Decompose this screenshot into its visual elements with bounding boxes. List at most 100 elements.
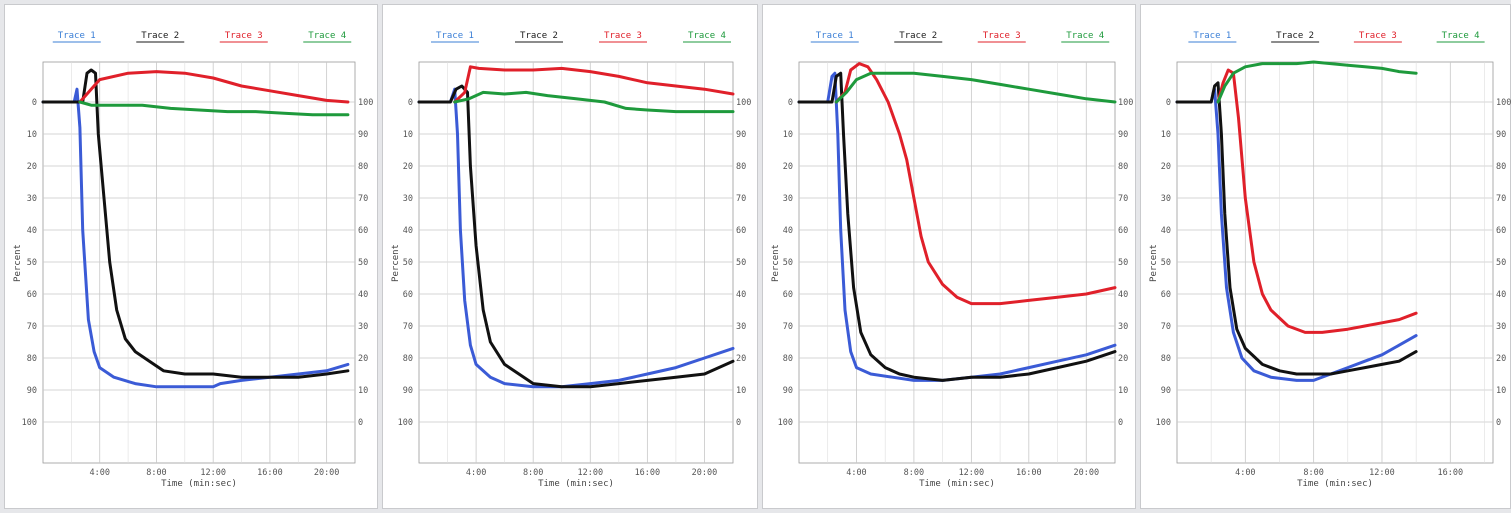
x-tick-label: 20:00 (314, 468, 340, 478)
y-tick-right: 50 (736, 258, 746, 268)
legend-label: Trace 1 (816, 31, 854, 41)
y-tick-left: 50 (403, 258, 413, 268)
y-tick-right: 100 (358, 98, 373, 108)
y-tick-right: 30 (1496, 322, 1506, 332)
y-tick-left: 0 (32, 98, 37, 108)
y-tick-right: 100 (1496, 98, 1511, 108)
y-tick-left: 90 (1161, 386, 1171, 396)
series-line-1 (417, 87, 735, 389)
x-tick-label: 16:00 (1438, 468, 1464, 478)
y-tick-left: 40 (27, 226, 37, 236)
legend-label: Trace 2 (899, 31, 937, 41)
legend-label: Trace 2 (520, 31, 558, 41)
y-axis-title: Percent (13, 244, 23, 282)
y-tick-left: 60 (1161, 290, 1171, 300)
chart-panel-4: Trace 1 Trace 2 Trace 3 Trace 4 0 100 10 90 20 80… (1140, 4, 1511, 509)
y-tick-right: 40 (358, 290, 368, 300)
x-tick-label: 4:00 (846, 468, 866, 478)
x-tick-label: 4:00 (1235, 468, 1255, 478)
y-tick-left: 50 (27, 258, 37, 268)
y-tick-left: 60 (27, 290, 37, 300)
y-tick-right: 30 (1118, 322, 1128, 332)
x-tick-label: 4:00 (89, 468, 109, 478)
series-line-4 (834, 71, 1117, 104)
chart-panel-2: Trace 1 Trace 2 Trace 3 Trace 4 0 100 10 90 20 80… (382, 4, 758, 509)
plot-frame (1176, 61, 1494, 464)
series-line-2 (41, 68, 350, 379)
y-tick-right: 40 (1496, 290, 1506, 300)
y-tick-right: 60 (1496, 226, 1506, 236)
x-tick-label: 8:00 (904, 468, 924, 478)
y-tick-right: 20 (358, 354, 368, 364)
y-tick-right: 40 (1118, 290, 1128, 300)
y-tick-left: 70 (783, 322, 793, 332)
y-tick-right: 50 (358, 258, 368, 268)
y-tick-right: 20 (1118, 354, 1128, 364)
y-tick-left: 50 (1161, 258, 1171, 268)
y-tick-left: 0 (788, 98, 793, 108)
y-tick-right: 0 (736, 418, 741, 428)
y-tick-right: 90 (358, 130, 368, 140)
series-line-1 (1175, 87, 1418, 382)
x-tick-label: 20:00 (692, 468, 718, 478)
y-tick-right: 0 (1496, 418, 1501, 428)
y-tick-left: 30 (403, 194, 413, 204)
series-line-2 (797, 71, 1117, 382)
plot-frame (798, 61, 1116, 464)
x-axis-title: Time (min:sec) (919, 479, 995, 489)
x-tick-label: 12:00 (577, 468, 603, 478)
y-axis-title: Percent (391, 244, 401, 282)
legend-label: Trace 1 (1193, 31, 1231, 41)
y-tick-left: 0 (408, 98, 413, 108)
y-tick-left: 60 (783, 290, 793, 300)
y-tick-right: 100 (1118, 98, 1133, 108)
x-tick-label: 8:00 (146, 468, 166, 478)
y-tick-right: 70 (358, 194, 368, 204)
series-line-4 (1216, 60, 1418, 104)
y-tick-left: 30 (1161, 194, 1171, 204)
legend-label: Trace 4 (688, 31, 726, 41)
y-tick-left: 20 (783, 162, 793, 172)
legend-label: Trace 4 (308, 31, 346, 41)
y-tick-left: 90 (783, 386, 793, 396)
y-tick-left: 80 (1161, 354, 1171, 364)
x-tick-label: 16:00 (635, 468, 661, 478)
legend-label: Trace 3 (604, 31, 642, 41)
y-tick-left: 10 (27, 130, 37, 140)
x-tick-label: 8:00 (1303, 468, 1323, 478)
y-tick-right: 60 (358, 226, 368, 236)
y-tick-right: 80 (1118, 162, 1128, 172)
y-tick-left: 80 (783, 354, 793, 364)
y-tick-left: 20 (27, 162, 37, 172)
x-tick-label: 4:00 (466, 468, 486, 478)
y-tick-left: 90 (27, 386, 37, 396)
x-tick-label: 8:00 (523, 468, 543, 478)
y-tick-right: 80 (358, 162, 368, 172)
y-tick-left: 80 (403, 354, 413, 364)
y-tick-right: 30 (736, 322, 746, 332)
y-tick-right: 60 (736, 226, 746, 236)
y-tick-right: 70 (736, 194, 746, 204)
series-line-4 (453, 90, 735, 114)
series-line-4 (78, 100, 350, 117)
y-tick-left: 50 (783, 258, 793, 268)
y-tick-left: 10 (403, 130, 413, 140)
x-tick-label: 16:00 (1016, 468, 1042, 478)
y-tick-left: 80 (27, 354, 37, 364)
y-tick-left: 0 (1166, 98, 1171, 108)
series-line-1 (797, 71, 1117, 382)
y-tick-right: 50 (1496, 258, 1506, 268)
y-tick-left: 40 (403, 226, 413, 236)
y-tick-left: 70 (1161, 322, 1171, 332)
y-tick-right: 30 (358, 322, 368, 332)
y-tick-right: 0 (1118, 418, 1123, 428)
plot-frame (42, 61, 356, 464)
legend-label: Trace 3 (1359, 31, 1397, 41)
y-tick-left: 100 (398, 418, 413, 428)
series-line-2 (1175, 81, 1418, 376)
y-tick-right: 10 (1118, 386, 1128, 396)
y-tick-right: 90 (736, 130, 746, 140)
